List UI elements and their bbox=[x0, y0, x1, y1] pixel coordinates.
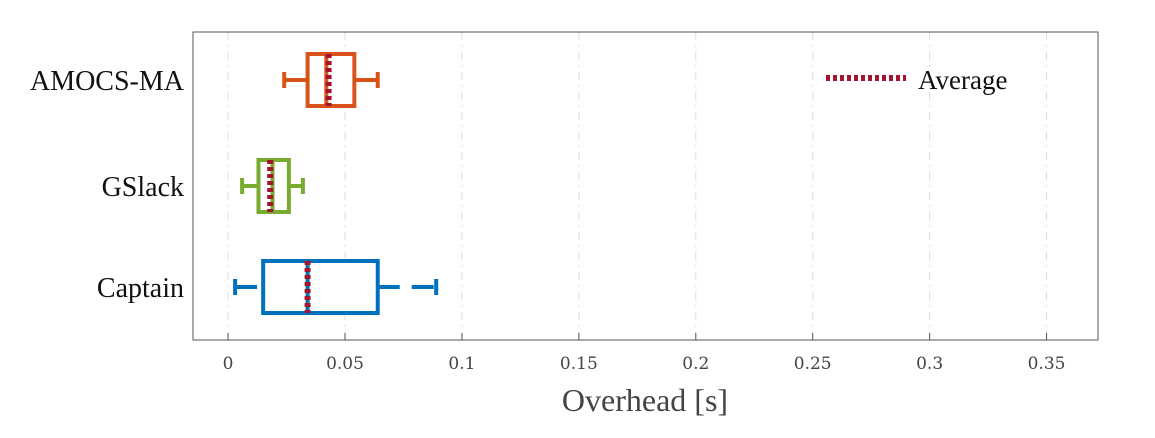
plot-frame bbox=[192, 31, 1099, 341]
legend-average-label: Average bbox=[918, 65, 1007, 95]
x-tick-label: 0.3 bbox=[916, 354, 943, 374]
category-labels: AMOCS-MA GSlack Captain bbox=[30, 66, 185, 304]
x-ticks: 0 0.05 0.1 0.15 0.2 0.25 0.3 0.35 bbox=[223, 333, 1066, 374]
grid-lines bbox=[227, 32, 1048, 340]
iqr-box bbox=[261, 259, 380, 315]
x-tick-label: 0.2 bbox=[682, 354, 709, 374]
legend: Average bbox=[826, 65, 1007, 95]
x-tick-label: 0.15 bbox=[560, 354, 598, 374]
x-tick-label: 0.05 bbox=[326, 354, 364, 374]
category-label: Captain bbox=[97, 273, 184, 304]
x-tick-label: 0.25 bbox=[794, 354, 832, 374]
boxes bbox=[233, 52, 439, 315]
box-gslack bbox=[240, 158, 305, 214]
x-tick-label: 0.1 bbox=[448, 354, 475, 374]
x-tick-label: 0.35 bbox=[1028, 354, 1066, 374]
x-axis-title: Overhead [s] bbox=[562, 382, 728, 418]
category-label: AMOCS-MA bbox=[30, 66, 185, 97]
category-label: GSlack bbox=[102, 172, 184, 203]
x-tick-label: 0 bbox=[223, 354, 234, 374]
box-amocs-ma bbox=[282, 52, 380, 108]
box-captain bbox=[233, 259, 439, 315]
